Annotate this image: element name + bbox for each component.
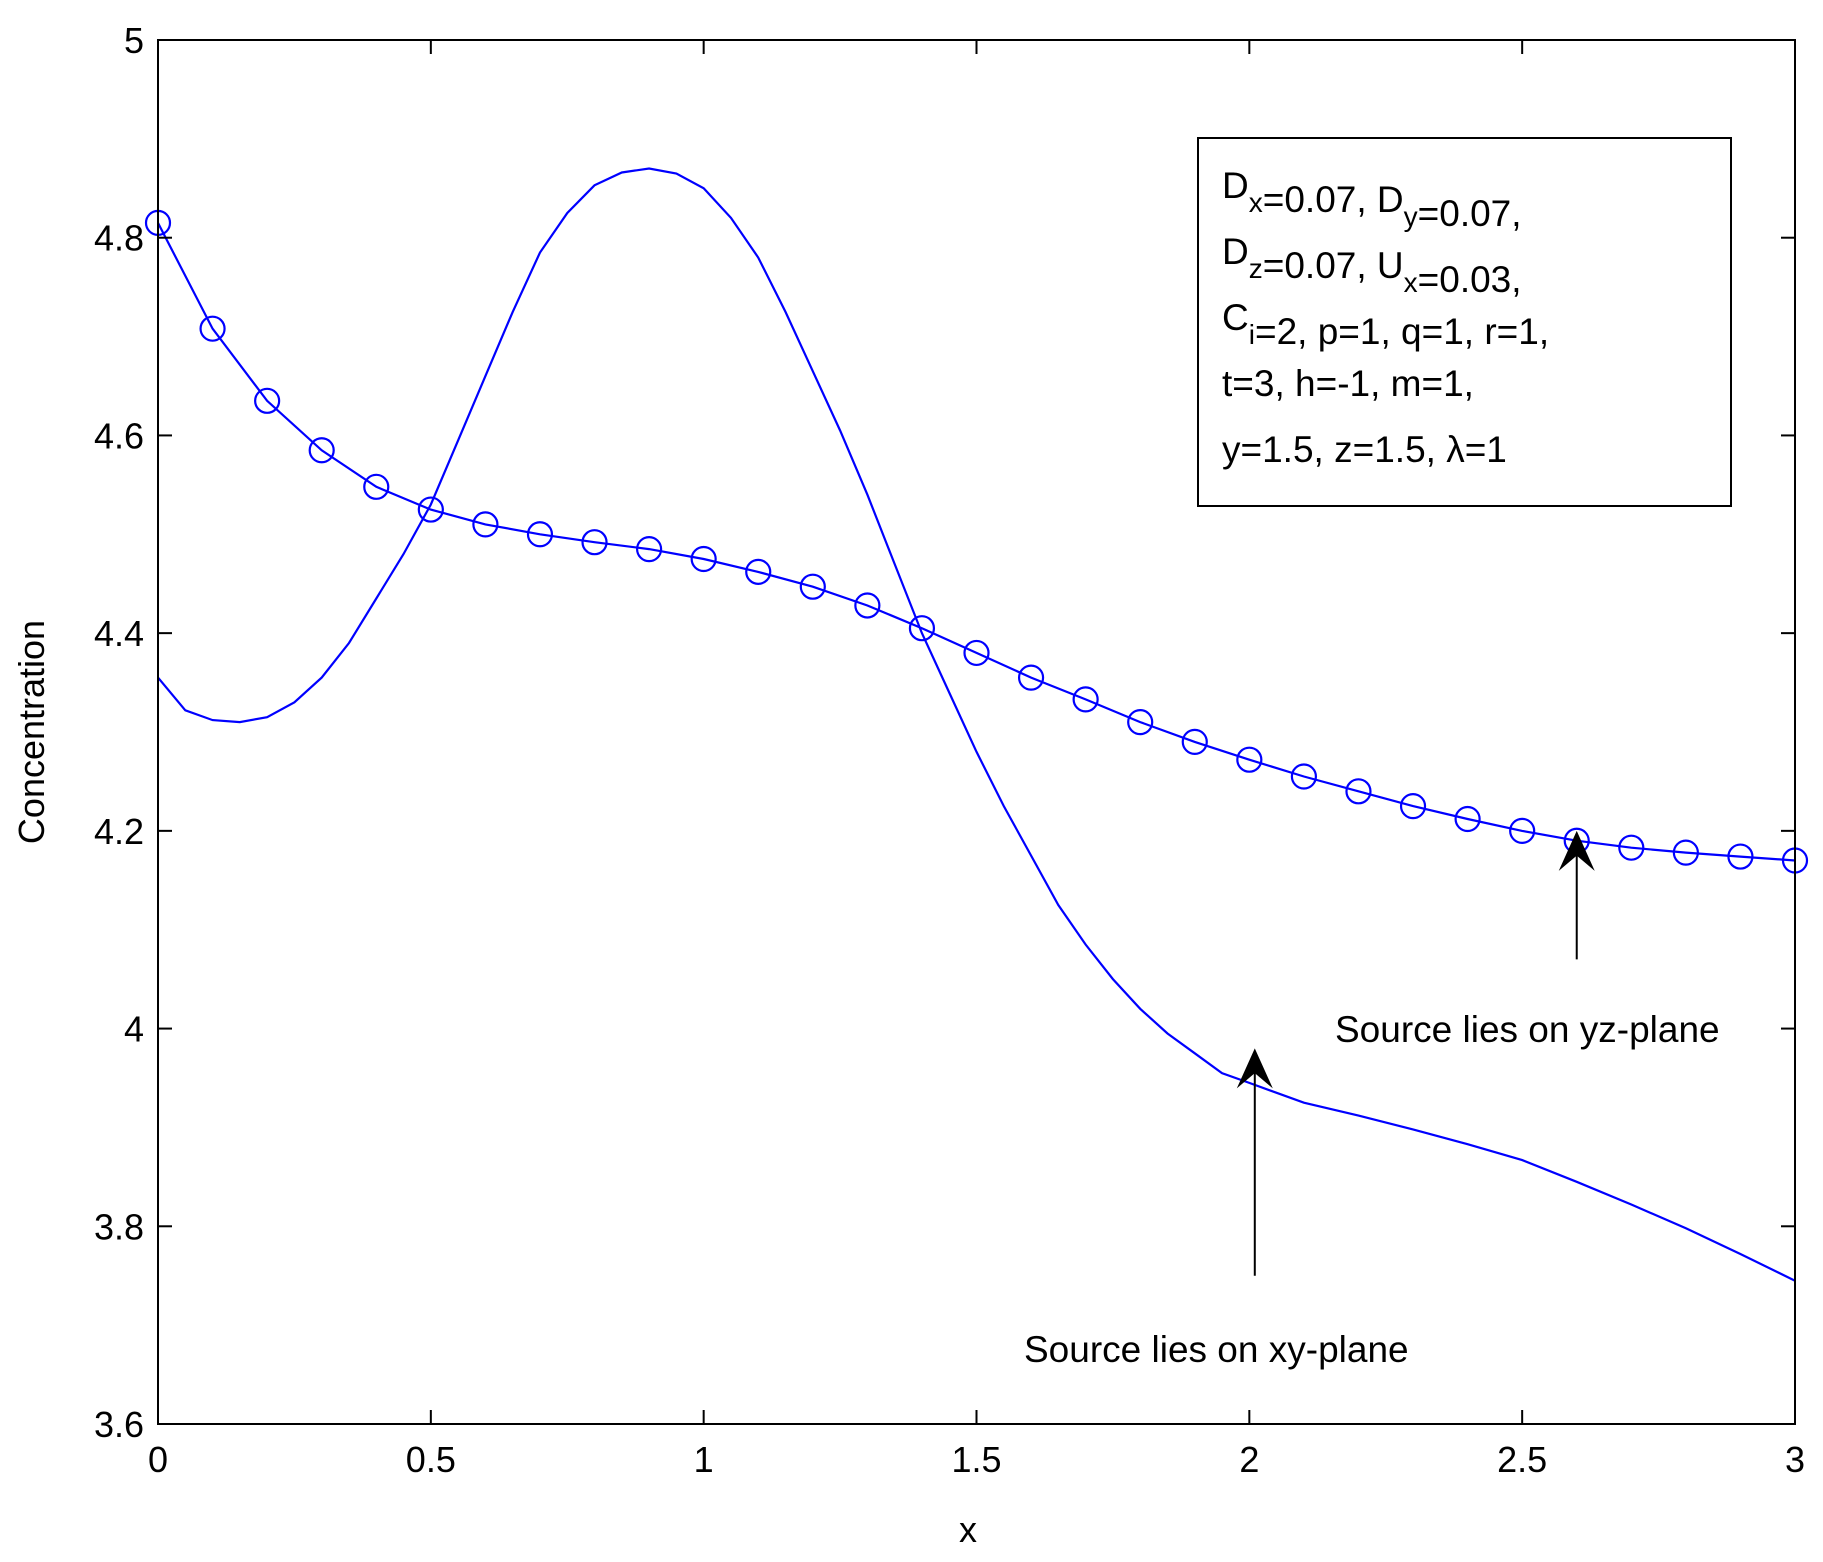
series-2-marker [417,496,444,523]
x-tick-label: 3 [1785,1439,1805,1480]
series-2-marker [1236,746,1263,773]
series-2-marker [1727,843,1754,870]
y-tick-label: 4 [124,1009,144,1050]
annotations: Source lies on yz-plane Source lies on xy… [1024,830,1720,1370]
x-tick-label: 0.5 [406,1439,456,1480]
series-2-marker [308,437,335,464]
series-2-marker [908,615,936,642]
y-tick-label: 4.6 [94,415,144,456]
series-line-2 [157,222,1796,862]
legend-line: Ci=2, p=1, q=1, r=1, [1222,297,1549,352]
x-tick-label: 0 [148,1439,168,1480]
series-2-marker [1290,763,1318,790]
series-line-1 [157,167,1796,1282]
ticks-layer: 0 0.5 1 1.5 2 2.5 3 3.6 3.8 4 4.2 4.4 4.6 4.8 5 [94,20,1805,1480]
y-axis-title: Concentration [11,620,52,844]
y-tick-label: 4.8 [94,218,144,259]
legend-line: t=3, h=-1, m=1, [1222,363,1474,404]
legend-box: Dx=0.07, Dy=0.07,Dz=0.07, Ux=0.03,Ci=2, … [1197,137,1732,507]
x-tick-label: 1.5 [951,1439,1001,1480]
series-2-marker [1672,839,1699,866]
y-tick-label: 4.2 [94,811,144,852]
series-2-marker [635,536,663,563]
legend-line: Dz=0.07, Ux=0.03, [1222,231,1522,300]
x-tick-label: 2 [1239,1439,1259,1480]
series-2-marker [1345,778,1372,805]
legend-line: Dx=0.07, Dy=0.07, [1222,165,1522,234]
series-2-marker [472,511,499,538]
y-tick-label: 3.6 [94,1404,144,1445]
y-tick-label: 5 [124,20,144,61]
series-2-marker [1399,793,1427,820]
series-2-marker [963,639,990,667]
series-2-marker [854,592,881,619]
series-2-marker [254,387,281,414]
y-tick-label: 3.8 [94,1206,144,1247]
x-tick-label: 1 [694,1439,714,1480]
series-2-marker [1017,664,1045,691]
series-2-marker [526,521,554,548]
series-2-marker [1454,805,1481,833]
series-2-marker [1181,728,1208,755]
axes-frame [157,39,1796,1425]
series-2-marker [1509,817,1536,844]
series-2-marker [799,573,826,600]
y-tick-label: 4.4 [94,613,144,654]
x-axis-title: x [959,1509,977,1550]
x-tick-label: 2.5 [1497,1439,1547,1480]
annotation-arrow-head [1236,1048,1273,1089]
annotation-arrow-head [1558,830,1595,871]
annotation-xy-plane: Source lies on xy-plane [1024,1329,1409,1370]
annotation-yz-plane: Source lies on yz-plane [1335,1009,1720,1050]
series-2-marker [690,545,717,573]
series-2-marker [199,315,226,342]
series-layer [144,167,1809,1282]
series-2-marker [1618,834,1645,861]
series-2-marker [1127,709,1154,736]
legend-frame [1197,137,1732,507]
series-2-marker [363,473,390,500]
series-2-marker [1072,686,1099,713]
series-2-marker [581,529,608,556]
series-2-marker [745,558,772,585]
legend-line: y=1.5, z=1.5, λ=1 [1222,429,1507,470]
